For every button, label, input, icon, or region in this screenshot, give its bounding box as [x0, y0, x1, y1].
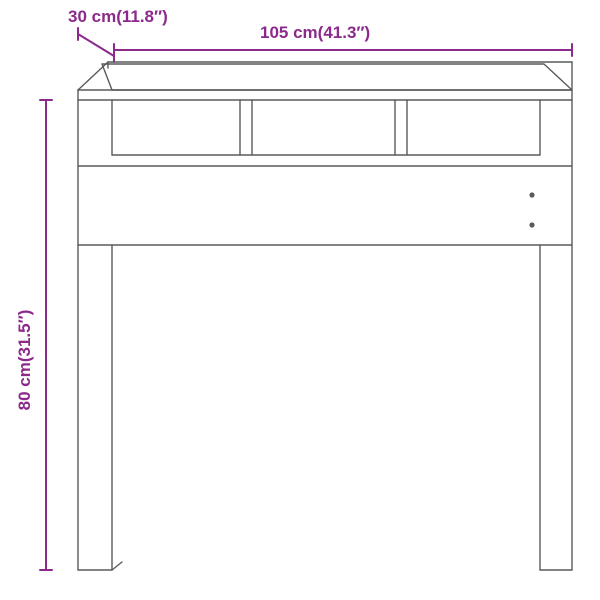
- depth-label: 30 cm(11.8″): [68, 7, 168, 26]
- fastener-dot: [529, 192, 534, 197]
- height-label: 80 cm(31.5″): [15, 310, 34, 411]
- diagram: 30 cm(11.8″) 105 cm(41.3″) 80 cm(31.5″): [0, 0, 600, 600]
- fastener-dot: [529, 222, 534, 227]
- width-label: 105 cm(41.3″): [260, 23, 370, 42]
